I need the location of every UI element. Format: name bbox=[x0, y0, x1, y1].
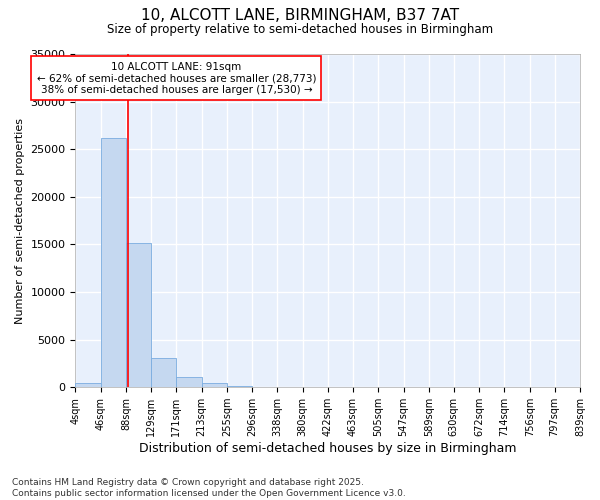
Text: 10, ALCOTT LANE, BIRMINGHAM, B37 7AT: 10, ALCOTT LANE, BIRMINGHAM, B37 7AT bbox=[141, 8, 459, 22]
Bar bbox=[227, 386, 252, 387]
Bar bbox=[126, 244, 151, 387]
Y-axis label: Number of semi-detached properties: Number of semi-detached properties bbox=[15, 118, 25, 324]
Text: Contains HM Land Registry data © Crown copyright and database right 2025.
Contai: Contains HM Land Registry data © Crown c… bbox=[12, 478, 406, 498]
X-axis label: Distribution of semi-detached houses by size in Birmingham: Distribution of semi-detached houses by … bbox=[139, 442, 517, 455]
Bar bbox=[151, 358, 176, 387]
Text: Size of property relative to semi-detached houses in Birmingham: Size of property relative to semi-detach… bbox=[107, 22, 493, 36]
Bar bbox=[202, 384, 227, 387]
Bar bbox=[76, 384, 101, 387]
Bar bbox=[176, 376, 202, 387]
Bar bbox=[101, 138, 126, 387]
Text: 10 ALCOTT LANE: 91sqm
← 62% of semi-detached houses are smaller (28,773)
38% of : 10 ALCOTT LANE: 91sqm ← 62% of semi-deta… bbox=[37, 62, 316, 95]
